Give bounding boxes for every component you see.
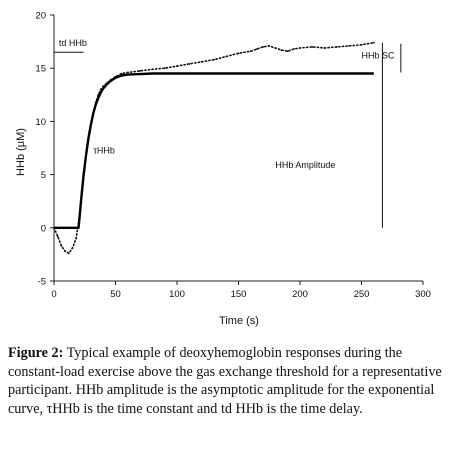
x-tick-label: 200	[292, 289, 308, 300]
chart-axes	[50, 14, 424, 285]
tick-labels: 0 50 100 150 200 250 300 -5 0 5 10 15 20	[35, 11, 431, 301]
annotation-label-1: τHHb	[93, 145, 115, 155]
x-tick-label: 150	[231, 289, 247, 300]
y-tick-label: -5	[38, 277, 46, 288]
y-axis-title: HHb (μM)	[15, 128, 27, 176]
measured-data-point	[372, 41, 375, 44]
y-tick-label: 0	[41, 223, 46, 234]
x-axis-title: Time (s)	[219, 315, 259, 327]
x-tick-label: 50	[110, 289, 121, 300]
annotation-label-0: td HHb	[59, 38, 87, 48]
y-tick-label: 20	[35, 11, 46, 22]
hhb-response-chart: 0 50 100 150 200 250 300 -5 0 5 10 15 20 td HHb τHHb H…	[15, 11, 431, 328]
annotation-label-2: HHb Amplitude	[275, 160, 335, 170]
annotation-label-3: HHb SC	[362, 51, 396, 61]
x-tick-label: 250	[354, 289, 370, 300]
x-tick-label: 300	[415, 289, 431, 300]
figure-caption: Figure 2: Typical example of deoxyhemogl…	[8, 344, 444, 418]
y-tick-label: 10	[35, 117, 46, 128]
exponential-fit-line	[54, 72, 374, 229]
x-tick-label: 0	[51, 289, 56, 300]
annotations: td HHb τHHb HHb Amplitude HHb SC	[59, 38, 395, 170]
reference-lines	[54, 42, 402, 228]
caption-lead: Figure 2:	[8, 345, 64, 361]
caption-text: Typical example of deoxyhemoglobin respo…	[8, 345, 442, 417]
data-series	[53, 41, 375, 255]
x-tick-label: 100	[169, 289, 185, 300]
y-tick-label: 15	[35, 64, 46, 75]
y-tick-label: 5	[41, 170, 46, 181]
